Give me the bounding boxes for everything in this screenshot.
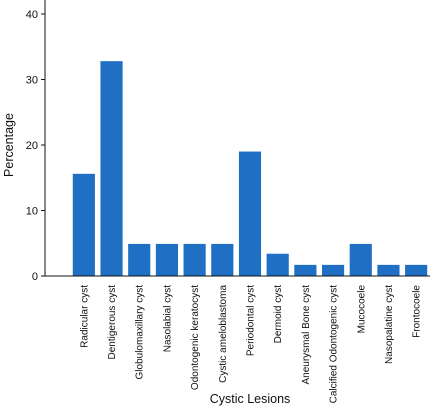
x-tick-label: Cystic ameloblastoma — [218, 285, 229, 383]
bar — [155, 243, 178, 276]
axes-layer — [44, 0, 430, 277]
x-tick-label: Odontogenic keratocyst — [190, 285, 201, 390]
x-axis-title: Cystic Lesions — [210, 392, 291, 406]
y-tick-label: 40 — [26, 9, 38, 21]
bar — [266, 253, 289, 276]
bars-layer — [72, 61, 428, 276]
y-tick-label: 10 — [26, 206, 38, 218]
y-tick-label: 0 — [32, 271, 38, 283]
bar — [294, 264, 317, 276]
bar — [211, 243, 234, 276]
x-tick-label: Radicular cyst — [79, 285, 90, 348]
x-tick-label: Globulomaxillary cyst — [135, 285, 146, 380]
bar — [128, 243, 151, 276]
bar — [100, 61, 123, 276]
x-tick-labels: Radicular cyst Dentigerous cyst Globulomax… — [79, 285, 422, 404]
y-tick-label: 30 — [26, 75, 38, 87]
bar — [377, 264, 400, 276]
x-tick-label: Calcified Odontogenic cyst — [329, 285, 340, 404]
y-axis-title: Percentage — [2, 113, 16, 177]
bar — [405, 264, 428, 276]
x-tick-label: Periodontal cyst — [246, 285, 257, 356]
bar — [238, 151, 262, 276]
y-tick-label: 20 — [26, 140, 38, 152]
x-tick-label: Frontocoele — [412, 285, 423, 338]
bar — [322, 264, 345, 276]
bar — [349, 243, 372, 276]
x-tick-label: Nasopalatine cyst — [384, 285, 395, 364]
y-ticks: 0 10 20 30 40 — [26, 9, 45, 283]
bar — [72, 173, 95, 276]
x-tick-label: Mucocoele — [356, 285, 367, 334]
x-tick-label: Dentigerous cyst — [107, 285, 118, 360]
x-tick-label: Aneurysmal Bone cyst — [301, 285, 312, 385]
bar — [183, 243, 206, 276]
x-tick-label: Dermoid cyst — [273, 285, 284, 344]
x-tick-label: Nasolabial cyst — [162, 285, 173, 352]
